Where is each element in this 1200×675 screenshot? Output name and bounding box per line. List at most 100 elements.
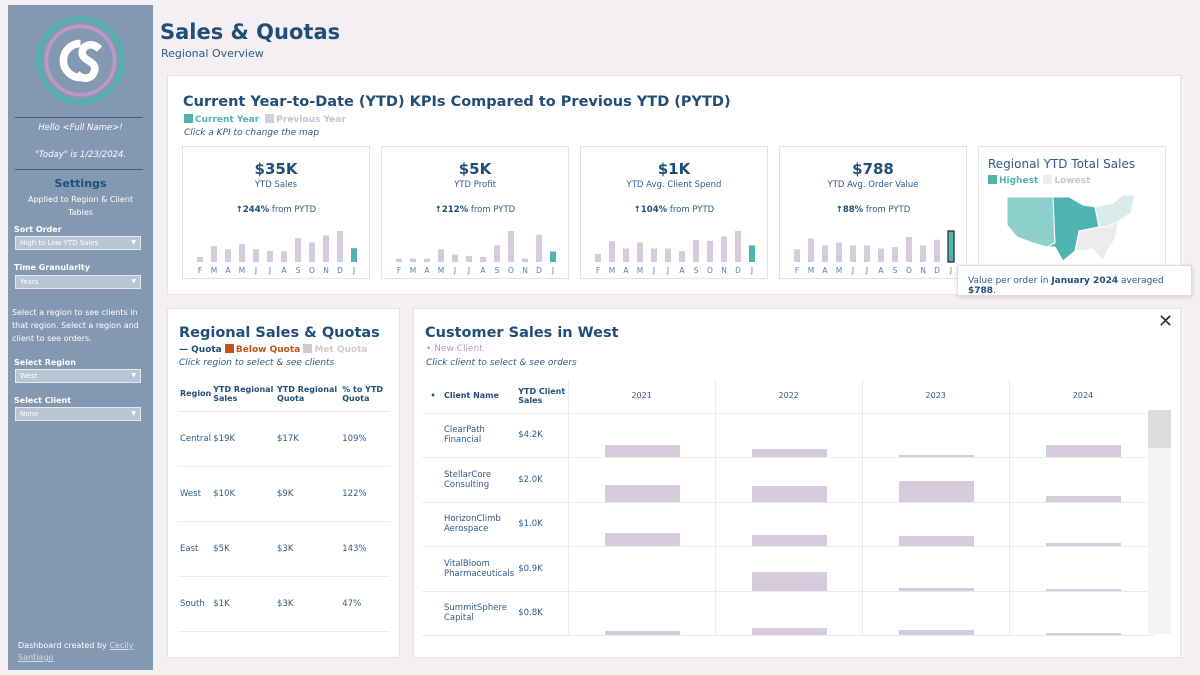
kpi-bar[interactable] <box>707 240 713 262</box>
client-row[interactable]: SummitSphere Capital $0.8K <box>422 591 1157 636</box>
client-year-bar[interactable] <box>898 480 974 502</box>
kpi-bar[interactable] <box>850 245 856 262</box>
kpi-bar[interactable] <box>693 240 699 262</box>
kpi-bar[interactable] <box>906 237 912 262</box>
kpi-bar[interactable] <box>309 242 315 262</box>
sort-order-select[interactable]: High to Low YTD Sales ▼ <box>15 236 141 250</box>
client-row[interactable]: ClearPath Financial $4.2K <box>422 413 1157 458</box>
client-year-bar[interactable] <box>751 449 827 457</box>
kpi-bar[interactable] <box>679 251 685 262</box>
kpi-bar[interactable] <box>651 248 657 262</box>
client-row[interactable]: StellarCore Consulting $2.0K <box>422 457 1157 503</box>
kpi-bar[interactable] <box>637 242 643 262</box>
kpi-bar[interactable] <box>536 234 542 262</box>
col-region[interactable]: Region <box>178 377 212 412</box>
kpi-bar[interactable] <box>211 246 217 262</box>
kpi-card[interactable]: $1K YTD Avg. Client Spend ↑104% from PYT… <box>580 146 768 279</box>
close-icon[interactable]: ✕ <box>1158 311 1174 332</box>
kpi-bar[interactable] <box>808 238 814 262</box>
kpi-bar[interactable] <box>295 238 301 262</box>
scrollbar-thumb[interactable] <box>1148 410 1171 448</box>
client-year-bar[interactable] <box>604 631 680 635</box>
select-client-dropdown[interactable]: None ▼ <box>15 407 141 421</box>
kpi-bar[interactable] <box>452 254 458 262</box>
kpi-bar[interactable] <box>466 255 472 262</box>
client-row[interactable]: VitalBloom Pharmaceuticals $0.9K <box>422 546 1157 592</box>
kpi-bar[interactable] <box>253 249 259 262</box>
client-year-bar[interactable] <box>604 484 680 502</box>
map-region-east[interactable] <box>1094 194 1136 228</box>
kpi-card[interactable]: $788 YTD Avg. Order Value ↑88% from PYTD… <box>779 146 967 279</box>
col-ytd-sales[interactable]: YTD Regional Sales <box>211 377 276 412</box>
kpi-bar[interactable] <box>323 235 329 262</box>
select-region-dropdown[interactable]: West ▼ <box>15 369 141 383</box>
client-year-bar[interactable] <box>604 445 680 457</box>
client-year-bar[interactable] <box>1045 543 1121 546</box>
author-link[interactable]: Cecily Santiago <box>18 641 134 662</box>
client-year-bar[interactable] <box>1045 495 1121 502</box>
kpi-bar[interactable] <box>267 250 273 262</box>
kpi-bar[interactable] <box>337 231 343 262</box>
kpi-bar[interactable] <box>934 239 940 262</box>
map-region-west[interactable] <box>1006 196 1056 248</box>
client-year-bar[interactable] <box>898 536 974 546</box>
region-row[interactable]: South $1K $3K 47% <box>178 576 390 632</box>
col-year-2022: 2022 <box>714 379 863 414</box>
kpi-bar[interactable] <box>239 244 245 262</box>
time-granularity-select[interactable]: Years ▼ <box>15 275 141 289</box>
kpi-bar[interactable] <box>480 256 486 262</box>
kpi-bar[interactable] <box>522 258 528 262</box>
regional-map-card[interactable]: Regional YTD Total Sales Highest Lowest <box>978 146 1166 279</box>
kpi-bar[interactable] <box>665 248 671 262</box>
region-row[interactable]: Central $19K $17K 109% <box>178 411 390 467</box>
kpi-bar[interactable] <box>351 248 357 262</box>
kpi-card[interactable]: $35K YTD Sales ↑244% from PYTD F M A M J J A S O N… <box>182 146 370 279</box>
kpi-bar[interactable] <box>494 245 500 262</box>
month-label: M <box>836 266 842 275</box>
client-year-bar[interactable] <box>751 485 827 502</box>
client-year-bar[interactable] <box>898 630 974 635</box>
client-year-bar[interactable] <box>898 455 974 457</box>
kpi-bar[interactable] <box>609 241 615 262</box>
col-pct-quota[interactable]: % to YTD Quota <box>340 377 390 412</box>
kpi-bar[interactable] <box>947 230 955 263</box>
col-client-name[interactable]: Client Name <box>444 379 519 414</box>
col-client-sales[interactable]: YTD Client Sales <box>518 379 569 414</box>
kpi-bar[interactable] <box>892 247 898 262</box>
kpi-bar[interactable] <box>749 245 755 262</box>
client-row[interactable]: HorizonClimb Aerospace $1.0K <box>422 502 1157 547</box>
kpi-bar[interactable] <box>721 236 727 262</box>
client-year-bar[interactable] <box>751 571 827 591</box>
client-year-bar[interactable] <box>1045 445 1121 457</box>
kpi-bar[interactable] <box>508 231 514 262</box>
kpi-bar[interactable] <box>735 231 741 262</box>
scrollbar[interactable] <box>1148 410 1171 634</box>
kpi-bar[interactable] <box>878 248 884 262</box>
kpi-bar[interactable] <box>438 249 444 262</box>
client-year-bar[interactable] <box>751 535 827 546</box>
kpi-bar[interactable] <box>396 258 402 262</box>
kpi-bar[interactable] <box>623 248 629 262</box>
kpi-bar[interactable] <box>197 256 203 262</box>
kpi-card[interactable]: $5K YTD Profit ↑212% from PYTD F M A M J J A S O N… <box>381 146 569 279</box>
kpi-bar[interactable] <box>550 251 556 262</box>
kpi-bar[interactable] <box>424 258 430 262</box>
region-row[interactable]: West $10K $9K 122% <box>178 466 390 522</box>
kpi-bar[interactable] <box>794 249 800 262</box>
kpi-bar[interactable] <box>410 258 416 262</box>
kpi-bar[interactable] <box>836 242 842 262</box>
client-year-bar[interactable] <box>898 587 974 591</box>
map-region-south[interactable] <box>1074 220 1120 262</box>
kpi-bar[interactable] <box>864 245 870 262</box>
col-ytd-quota[interactable]: YTD Regional Quota <box>275 377 341 412</box>
kpi-bar[interactable] <box>281 251 287 262</box>
kpi-bar[interactable] <box>822 245 828 262</box>
client-year-bar[interactable] <box>604 533 680 546</box>
kpi-bar[interactable] <box>225 249 231 262</box>
region-row[interactable]: East $5K $3K 143% <box>178 521 390 577</box>
client-year-bar[interactable] <box>1045 633 1121 635</box>
kpi-bar[interactable] <box>920 245 926 262</box>
client-year-bar[interactable] <box>751 628 827 635</box>
client-year-bar[interactable] <box>1045 588 1121 591</box>
kpi-bar[interactable] <box>595 253 601 262</box>
